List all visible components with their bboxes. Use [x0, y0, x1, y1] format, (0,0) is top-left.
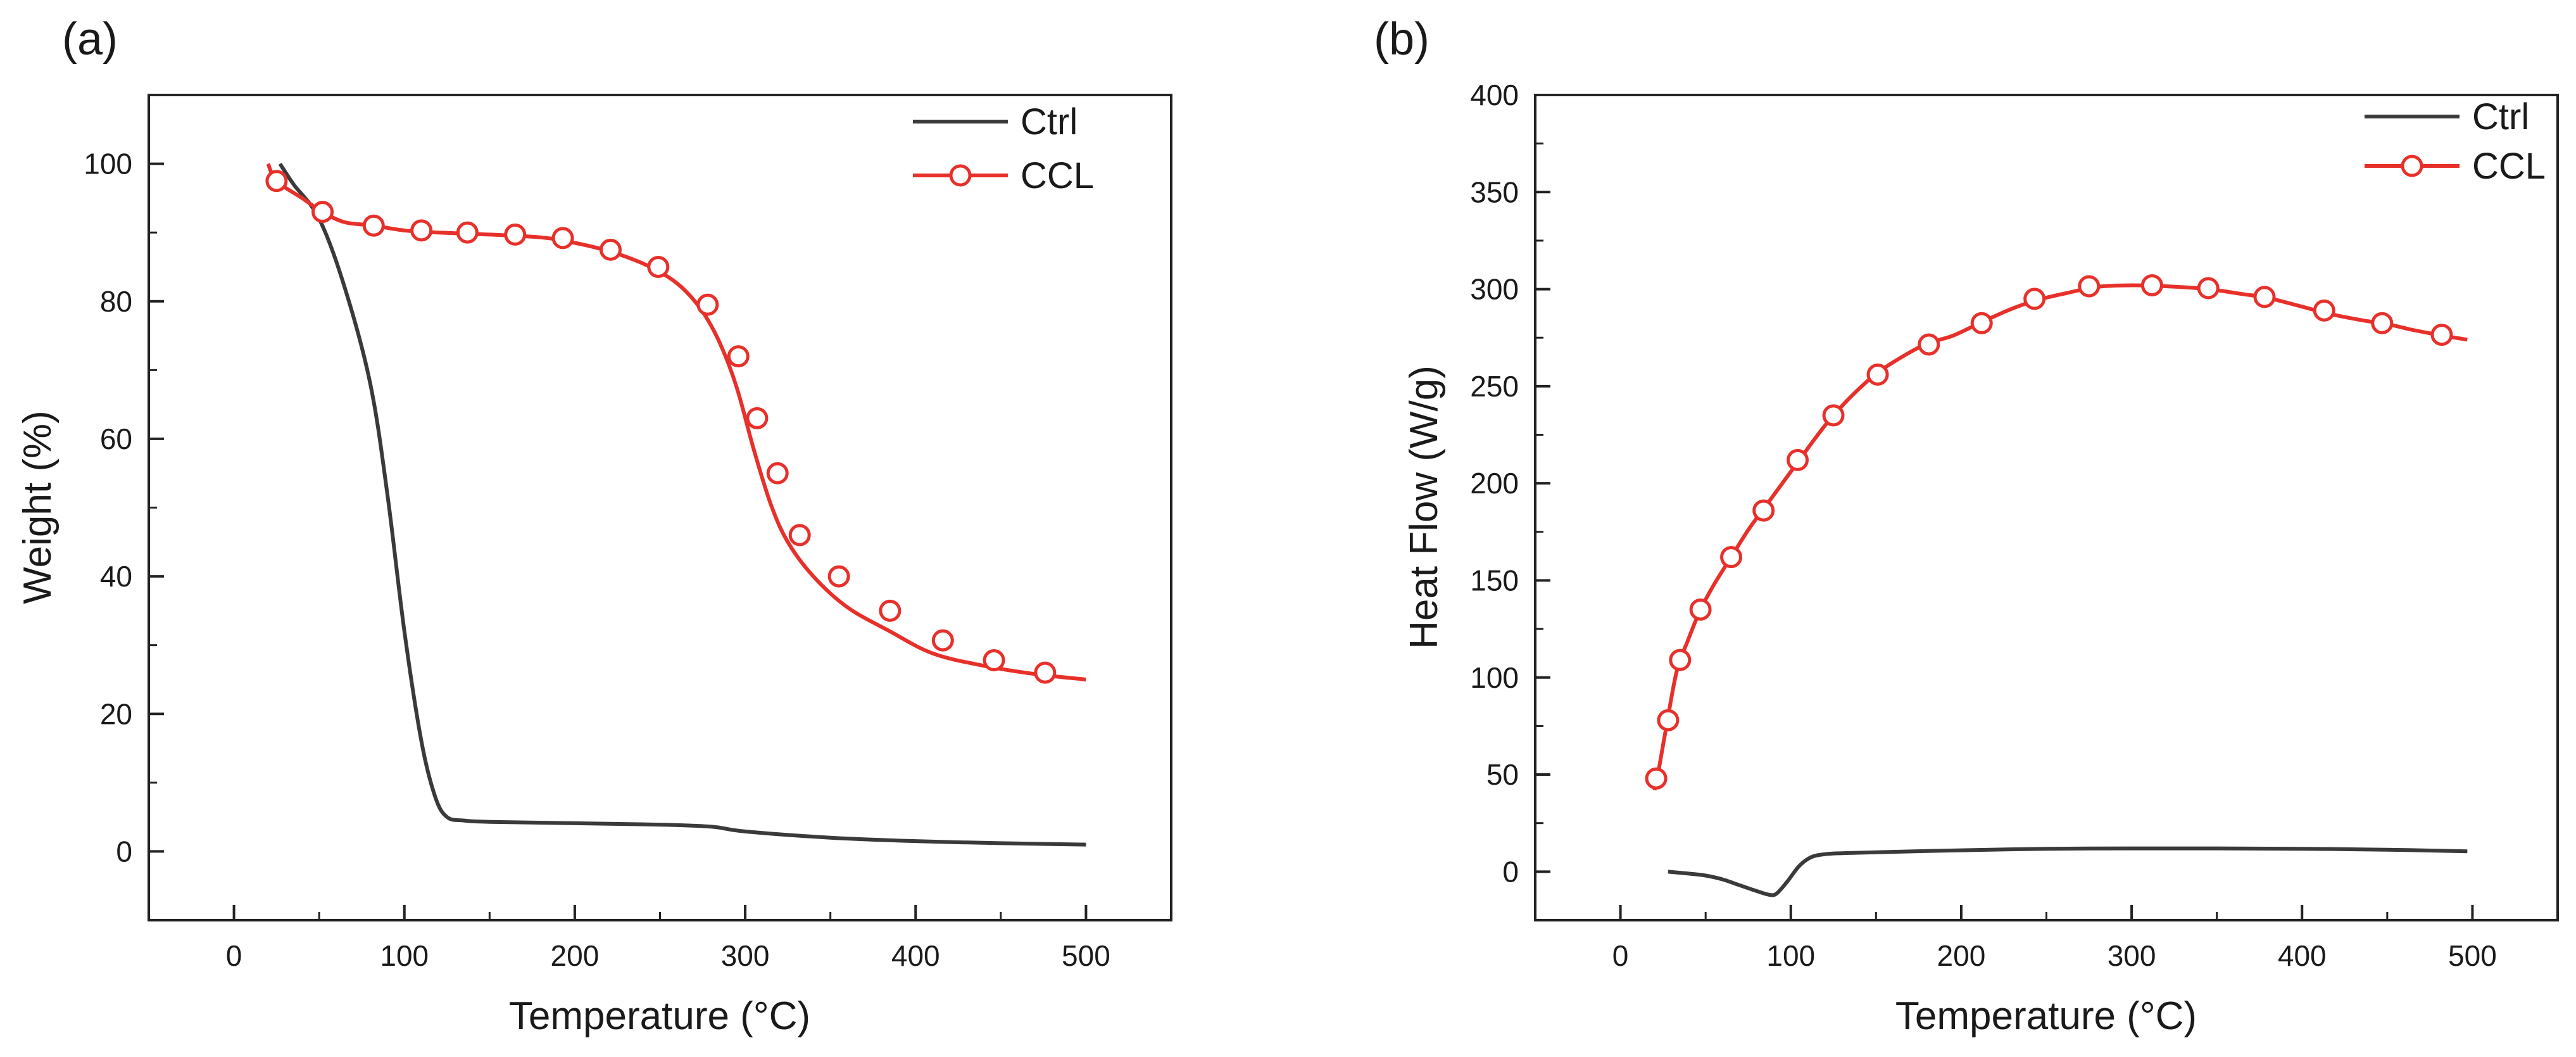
panel-a-series-ccl-marker [766, 462, 789, 484]
panel-a-y-ticks: 0 20 40 60 80 100 [84, 94, 164, 921]
panel-a-y-tick-label: 20 [100, 697, 132, 730]
panel-a-series-ccl-marker [827, 565, 850, 588]
panel-b-series-ccl-marker [2023, 288, 2046, 310]
panel-b-series-ccl-marker [2078, 275, 2101, 298]
panel-a-x-tick-label: 100 [380, 939, 429, 972]
panel-b-series-ccl-marker [2430, 324, 2453, 346]
panel-b-series-ccl-marker [2253, 286, 2276, 308]
panel-b-y-tick-label: 250 [1470, 370, 1519, 403]
panel-a-y-axis-title: Weight (%) [16, 410, 60, 604]
panel-a-series-ccl-marker [879, 599, 902, 622]
panel-a-x-tick-label: 200 [551, 939, 600, 972]
panel-b-series-ccl-marker [1689, 598, 1712, 621]
panel-b-x-axis-title: Temperature (°C) [1895, 994, 2197, 1038]
panel-b-x-tick-label: 400 [2278, 939, 2327, 972]
panel-a-x-tick-label: 500 [1062, 939, 1110, 972]
panel-b-series-ccl-marker [1752, 499, 1775, 522]
panel-b-y-tick-label: 0 [1502, 855, 1519, 888]
panel-a-series-ccl-marker [696, 293, 719, 316]
panel-b-plot-frame [1534, 94, 2559, 921]
panel-a-series-ccl-marker [410, 219, 433, 242]
panel-b-x-tick-label: 200 [1937, 939, 1986, 972]
panel-a-x-axis-title: Temperature (°C) [509, 994, 810, 1038]
panel-a-series-ccl-marker [983, 649, 1005, 672]
panel-b-series-ccl-marker [1822, 404, 1845, 427]
panel-a-series-ccl-line [266, 163, 1086, 681]
panel-a-series-ccl-marker [746, 407, 769, 429]
panel-b-x-tick-label: 0 [1612, 939, 1629, 972]
panel-b-y-tick-label: 400 [1470, 79, 1519, 111]
panel-b-series-ccl-marker [1645, 767, 1668, 790]
panel-b-y-axis-title: Heat Flow (W/g) [1402, 365, 1446, 649]
panel-a-series-ccl-marker [931, 629, 954, 652]
panel-b-series-ccl-marker [1918, 333, 1940, 356]
panel-a-x-ticks: 0 100 200 300 400 500 [148, 905, 1172, 972]
panel-b-label: (b) [1374, 14, 1429, 65]
panel-a-series-ccl-marker [647, 255, 670, 278]
panel-a-series-ccl-marker [788, 524, 811, 547]
panel-b-x-tick-label: 300 [2108, 939, 2156, 972]
panel-a-y-tick-label: 0 [116, 835, 132, 868]
panel-b-series-ccl-marker [2371, 312, 2394, 334]
panel-a-series-ccl-marker [362, 214, 385, 237]
panel-a-series-ccl-marker [599, 238, 622, 261]
panel-a-legend-ctrl-label: Ctrl [1021, 101, 1078, 142]
panel-b-y-tick-label: 50 [1486, 758, 1519, 791]
panel-a-x-tick-label: 0 [226, 939, 242, 972]
panel-b-series-ccl-marker [1720, 546, 1743, 569]
panel-a-series-ccl-marker [551, 227, 574, 250]
panel-a-y-tick-label: 60 [100, 422, 132, 455]
panel-a-label: (a) [62, 14, 118, 65]
panel-b-series-ctrl-line [1668, 846, 2468, 897]
panel-a-series-ccl-marker [504, 223, 527, 246]
panel-b: (b) Temperature (°C) Heat Flow (W/g) 0 10… [1374, 14, 2559, 1038]
panel-a-legend: Ctrl CCL [913, 101, 1094, 196]
panel-b-y-ticks: 0 50 100 150 200 250 300 350 400 [1470, 79, 1550, 921]
panel-b-legend-ctrl-label: Ctrl [2472, 96, 2529, 137]
panel-a-series-ctrl-line [278, 162, 1086, 847]
panel-b-y-tick-label: 100 [1470, 661, 1519, 694]
panel-a-y-tick-label: 80 [100, 285, 132, 318]
panel-b-legend: Ctrl CCL [2365, 96, 2546, 187]
panel-a-plot-frame [148, 94, 1172, 921]
panel-b-x-tick-label: 100 [1766, 939, 1815, 972]
panel-b-series-ccl-marker [1866, 363, 1889, 386]
panel-a-x-tick-label: 400 [891, 939, 940, 972]
panel-b-series-ccl-marker [1669, 649, 1692, 671]
panel-a-series-ccl-marker [1034, 661, 1057, 684]
panel-a-legend-ccl-label: CCL [1021, 155, 1094, 196]
panel-b-series-ccl-marker [1970, 312, 1993, 334]
panel-b-series-ccl-marker [2140, 274, 2163, 296]
panel-b-y-tick-label: 150 [1470, 564, 1519, 597]
panel-b-y-tick-label: 200 [1470, 467, 1519, 500]
panel-b-legend-ccl-marker [2401, 155, 2423, 177]
panel-b-x-ticks: 0 100 200 300 400 500 [1534, 905, 2559, 972]
panel-a-series-ccl-marker [727, 345, 750, 368]
panel-a-series-ccl-marker [456, 221, 479, 244]
panel-b-y-tick-label: 300 [1470, 273, 1519, 306]
panel-a-series-ccl-marker [265, 170, 288, 193]
panel-b-series [1645, 274, 2468, 897]
panel-a-series-ccl-marker [311, 201, 334, 224]
panel-b-series-ccl-marker [1657, 709, 1680, 731]
panel-b-series-ccl-marker [2313, 299, 2335, 322]
panel-a-y-tick-label: 100 [84, 148, 132, 180]
panel-a-series [265, 162, 1086, 847]
panel-b-legend-ccl-label: CCL [2472, 146, 2546, 187]
panel-b-series-ccl-line [1652, 283, 2468, 791]
panel-a: (a) Temperature (°C) Weight (%) 0 100 200 3… [16, 14, 1172, 1038]
panel-b-x-tick-label: 500 [2448, 939, 2497, 972]
panel-b-series-ccl-marker [2197, 277, 2220, 300]
panel-a-x-tick-label: 300 [721, 939, 770, 972]
panel-a-y-tick-label: 40 [100, 560, 132, 593]
panel-a-legend-ccl-marker [949, 164, 972, 187]
panel-b-series-ccl-marker [1787, 448, 1809, 471]
panel-b-y-tick-label: 350 [1470, 175, 1519, 208]
